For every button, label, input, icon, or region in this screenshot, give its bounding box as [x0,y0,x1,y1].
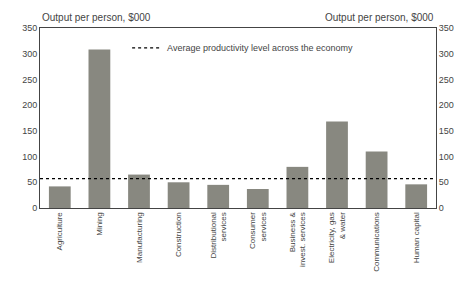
svg-text:150: 150 [439,126,454,136]
svg-text:50: 50 [439,177,449,187]
svg-text:0: 0 [439,203,444,213]
svg-text:Construction: Construction [174,212,183,257]
svg-text:Business &invest. services: Business &invest. services [288,212,307,267]
svg-text:Average productivity level acr: Average productivity level across the ec… [167,43,353,53]
svg-text:Communications: Communications [372,212,381,272]
svg-text:100: 100 [439,152,454,162]
svg-text:Output per person, $000: Output per person, $000 [42,12,151,23]
svg-text:50: 50 [27,177,37,187]
svg-text:300: 300 [22,49,37,59]
svg-text:Agriculture: Agriculture [55,212,64,251]
svg-text:Consumerservices: Consumerservices [248,212,267,249]
svg-text:100: 100 [22,152,37,162]
svg-text:Electricity, gas& water: Electricity, gas& water [327,212,346,263]
svg-text:0: 0 [32,203,37,213]
svg-text:Manufacturing: Manufacturing [135,212,144,263]
svg-text:250: 250 [22,75,37,85]
svg-text:Human capital: Human capital [412,212,421,263]
svg-text:Distributionalservices: Distributionalservices [209,212,228,258]
svg-text:350: 350 [22,23,37,33]
svg-text:350: 350 [439,23,454,33]
svg-text:150: 150 [22,126,37,136]
svg-text:200: 200 [22,100,37,110]
svg-text:200: 200 [439,100,454,110]
svg-text:300: 300 [439,49,454,59]
svg-text:Mining: Mining [95,212,104,236]
svg-text:250: 250 [439,75,454,85]
svg-text:Output per person, $000: Output per person, $000 [325,12,434,23]
